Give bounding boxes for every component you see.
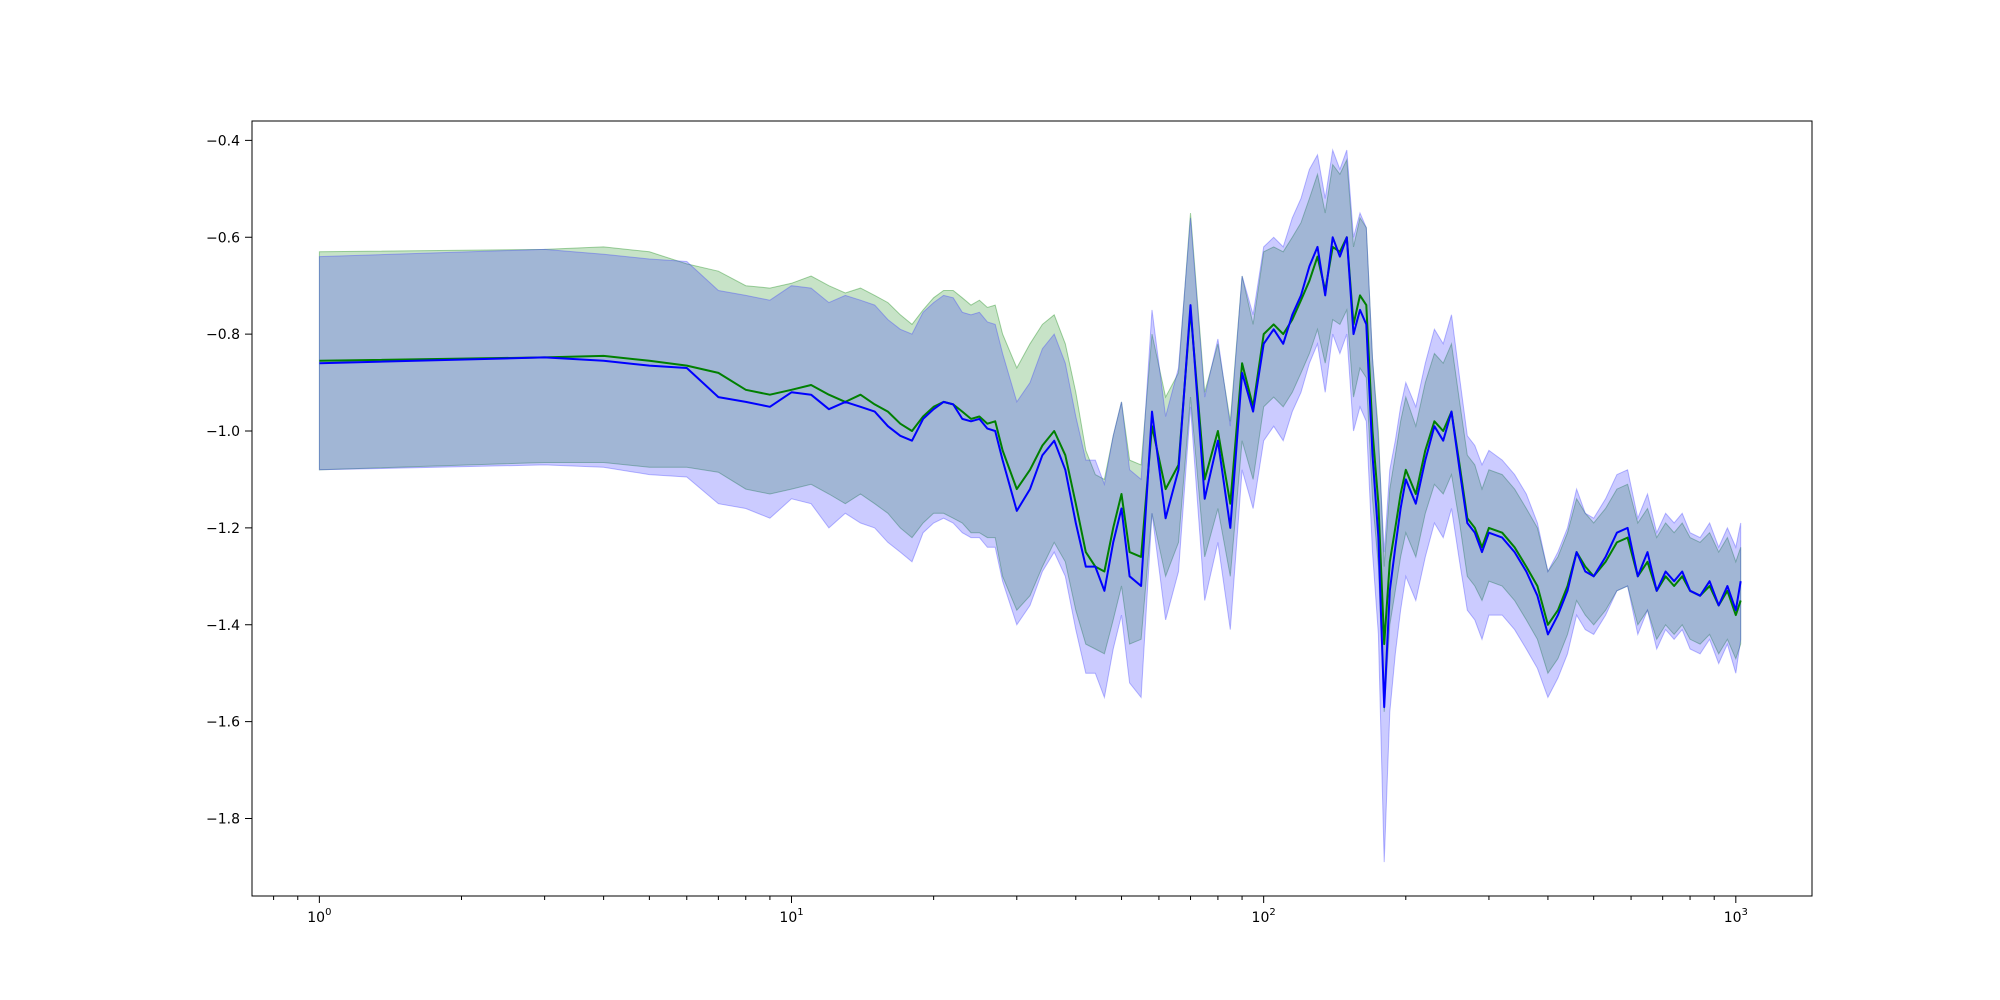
x-tick-base: 10: [1724, 910, 1742, 926]
y-tick-label: −0.8: [206, 327, 240, 343]
x-tick-base: 10: [1252, 910, 1270, 926]
y-tick-label: −1.0: [206, 424, 240, 440]
y-axis: −0.4 −0.6 −0.8 −1.0 −1.2 −1.4 −1.6 −1.8: [206, 133, 252, 828]
x-tick-exponent: 0: [325, 907, 331, 918]
x-tick-label: 100: [307, 907, 331, 926]
x-tick-exponent: 2: [1269, 907, 1275, 918]
series-1-line: [319, 236, 1742, 646]
y-tick-label: −0.4: [206, 133, 240, 149]
y-tick-label: −1.6: [206, 715, 240, 731]
y-tick-label: −1.8: [206, 812, 240, 828]
x-tick-label: 102: [1252, 907, 1276, 926]
y-tick-label: −1.2: [206, 521, 240, 537]
y-tick-label: −0.6: [206, 230, 240, 246]
x-tick-exponent: 3: [1742, 907, 1748, 918]
x-tick-label: 101: [779, 907, 803, 926]
x-tick-base: 10: [307, 910, 325, 926]
series-2-band: [318, 148, 1742, 863]
y-tick-label: −1.4: [206, 618, 240, 634]
x-tick-exponent: 1: [797, 907, 803, 918]
confidence-bands: [318, 148, 1742, 863]
plot-frame: [251, 120, 1813, 897]
x-axis: 100 101 102 103: [273, 896, 1748, 926]
series-2-line: [319, 236, 1742, 709]
series-1-band: [318, 157, 1742, 712]
series-lines: [319, 236, 1742, 709]
x-tick-base: 10: [779, 910, 797, 926]
x-tick-label: 103: [1724, 907, 1748, 926]
